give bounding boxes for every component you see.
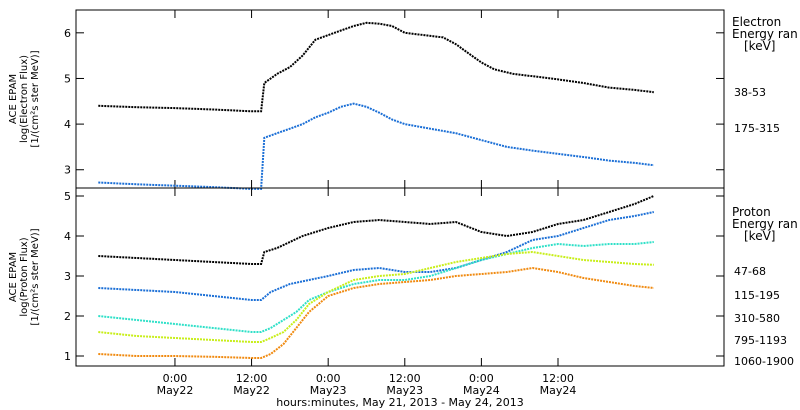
- x-tick-time: 12:00: [389, 372, 421, 385]
- x-tick-time: 0:00: [469, 372, 494, 385]
- y-tick-label: 3: [64, 270, 71, 283]
- y-axis-label: ACE EPAM: [8, 252, 19, 302]
- x-tick-day: May24: [540, 384, 577, 397]
- panel-frame: [75, 9, 725, 189]
- x-tick-time: 0:00: [316, 372, 341, 385]
- y-tick-label: 5: [64, 190, 71, 203]
- y-axis-label: log(Electron Flux): [19, 55, 30, 143]
- y-axis-label: [1/(cm²s ster MeV)]: [30, 228, 41, 325]
- x-tick-day: May22: [157, 384, 194, 397]
- x-tick-day: May23: [310, 384, 347, 397]
- legend-item-38-53: 38-53: [734, 86, 766, 99]
- x-tick-time: 0:00: [163, 372, 188, 385]
- y-tick-label: 1: [64, 350, 71, 363]
- series-line-175-315: [98, 102, 654, 190]
- panel-frame: [75, 187, 725, 367]
- legend-item-47-68: 47-68: [734, 265, 766, 278]
- legend-title: Energy ran: [732, 217, 798, 231]
- y-tick-label: 4: [64, 230, 71, 243]
- x-tick-time: 12:00: [236, 372, 268, 385]
- legend-title: [keV]: [744, 39, 775, 53]
- y-tick-label: 6: [64, 27, 71, 40]
- x-tick-day: May22: [233, 384, 270, 397]
- series-line-1060-1900: [98, 266, 654, 359]
- y-tick-label: 5: [64, 72, 71, 85]
- y-tick-label: 4: [64, 118, 71, 131]
- legend-title: Energy ran: [732, 27, 798, 41]
- series-line-115-195: [98, 211, 655, 301]
- series-line-38-53: [98, 21, 654, 113]
- x-tick-day: May23: [386, 384, 423, 397]
- x-tick-day: May24: [463, 384, 500, 397]
- y-axis-label: log(Proton Flux): [19, 237, 30, 316]
- y-axis-label: ACE EPAM: [8, 74, 19, 124]
- legend-item-115-195: 115-195: [734, 289, 780, 302]
- y-tick-label: 3: [64, 164, 71, 177]
- series-line-795-1193: [98, 250, 654, 343]
- y-tick-label: 2: [64, 310, 71, 323]
- y-axis-label: [1/(cm²s ster MeV)]: [30, 50, 41, 147]
- legend-item-310-580: 310-580: [734, 312, 780, 325]
- legend-item-1060-1900: 1060-1900: [734, 355, 794, 368]
- legend-title: Proton: [732, 205, 771, 219]
- legend-title: Electron: [732, 15, 781, 29]
- legend-item-175-315: 175-315: [734, 122, 780, 135]
- legend-title: [keV]: [744, 229, 775, 243]
- series-line-47-68: [98, 195, 655, 265]
- series-line-310-580: [98, 241, 654, 333]
- x-axis-label: hours:minutes, May 21, 2013 - May 24, 20…: [276, 396, 524, 409]
- legend-item-795-1193: 795-1193: [734, 334, 787, 347]
- x-tick-time: 12:00: [542, 372, 574, 385]
